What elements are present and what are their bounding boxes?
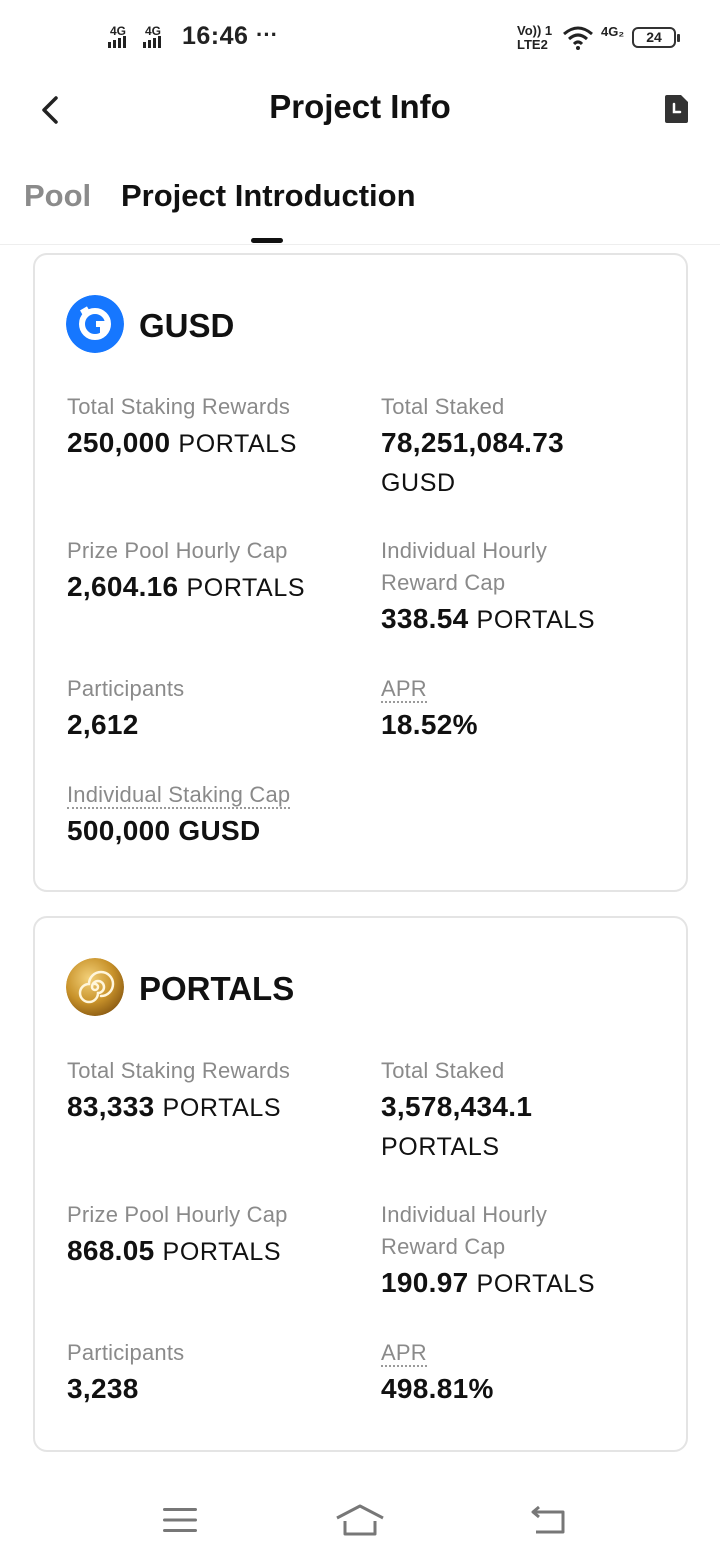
- divider: [0, 244, 720, 245]
- clock: 16:46: [182, 22, 249, 50]
- stat-total-staking-rewards: Total Staking Rewards 250,000 PORTALS: [67, 394, 298, 458]
- document-clock-icon: [665, 95, 688, 123]
- stat-apr[interactable]: APR 18.52%: [381, 676, 478, 740]
- back-button[interactable]: [30, 90, 70, 130]
- stat-individual-hourly-reward-cap: Individual Hourly Reward Cap 338.54 PORT…: [381, 538, 596, 634]
- stat-participants: Participants 2,612: [67, 676, 185, 740]
- menu-icon: [163, 1508, 197, 1532]
- pool-card-portals: PORTALS Total Staking Rewards 83,333 POR…: [33, 916, 688, 1452]
- recent-apps-button[interactable]: [150, 1498, 210, 1542]
- stat-participants: Participants 3,238: [67, 1340, 185, 1404]
- signal-type-2: 4G: [145, 24, 162, 38]
- gusd-coin-icon: [66, 295, 124, 353]
- home-icon: [336, 1504, 384, 1536]
- pool-card-gusd: GUSD Total Staking Rewards 250,000 PORTA…: [33, 253, 688, 892]
- tab-project-introduction[interactable]: Project Introduction: [121, 178, 416, 213]
- history-button[interactable]: [660, 93, 692, 125]
- portals-coin-icon: [66, 958, 124, 1016]
- apr-tooltip-trigger[interactable]: APR: [381, 676, 427, 703]
- tab-pool[interactable]: Pool: [24, 178, 92, 213]
- stat-prize-pool-hourly-cap: Prize Pool Hourly Cap 868.05 PORTALS: [67, 1202, 288, 1266]
- stat-total-staked: Total Staked 3,578,434.1 PORTALS: [381, 1058, 533, 1161]
- stat-individual-hourly-reward-cap: Individual Hourly Reward Cap 190.97 PORT…: [381, 1202, 596, 1298]
- page-title: Project Info: [269, 88, 451, 125]
- system-back-button[interactable]: [518, 1498, 578, 1542]
- battery-icon: 24: [632, 27, 680, 48]
- stat-total-staking-rewards: Total Staking Rewards 83,333 PORTALS: [67, 1058, 291, 1122]
- system-nav-bar: [0, 1480, 720, 1560]
- network-type: 4G₂: [601, 24, 625, 39]
- wifi-icon: [563, 26, 593, 50]
- more-notifications-icon: ···: [256, 22, 278, 47]
- signal-type-1: 4G: [110, 24, 127, 38]
- volte-indicator: Vo)) 1 LTE2: [517, 23, 553, 52]
- stat-apr[interactable]: APR 498.81%: [381, 1340, 494, 1404]
- active-tab-indicator: [251, 238, 283, 243]
- signal-strength-icon: [143, 36, 161, 48]
- apr-tooltip-trigger[interactable]: APR: [381, 1340, 427, 1367]
- coin-name: PORTALS: [139, 970, 295, 1007]
- status-bar: 4G 4G 16:46 ··· Vo)) 1 LTE2 4G₂ 24: [0, 0, 720, 72]
- coin-name: GUSD: [139, 307, 235, 344]
- home-button[interactable]: [330, 1498, 390, 1542]
- stat-prize-pool-hourly-cap: Prize Pool Hourly Cap 2,604.16 PORTALS: [67, 538, 306, 602]
- back-arrow-icon: [531, 1505, 565, 1534]
- chevron-left-icon: [42, 96, 58, 124]
- stat-total-staked: Total Staked 78,251,084.73 GUSD: [381, 394, 564, 497]
- stat-individual-staking-cap[interactable]: Individual Staking Cap 500,000 GUSD: [67, 782, 291, 846]
- staking-cap-tooltip-trigger[interactable]: Individual Staking Cap: [67, 782, 291, 809]
- signal-strength-icon: [108, 36, 126, 48]
